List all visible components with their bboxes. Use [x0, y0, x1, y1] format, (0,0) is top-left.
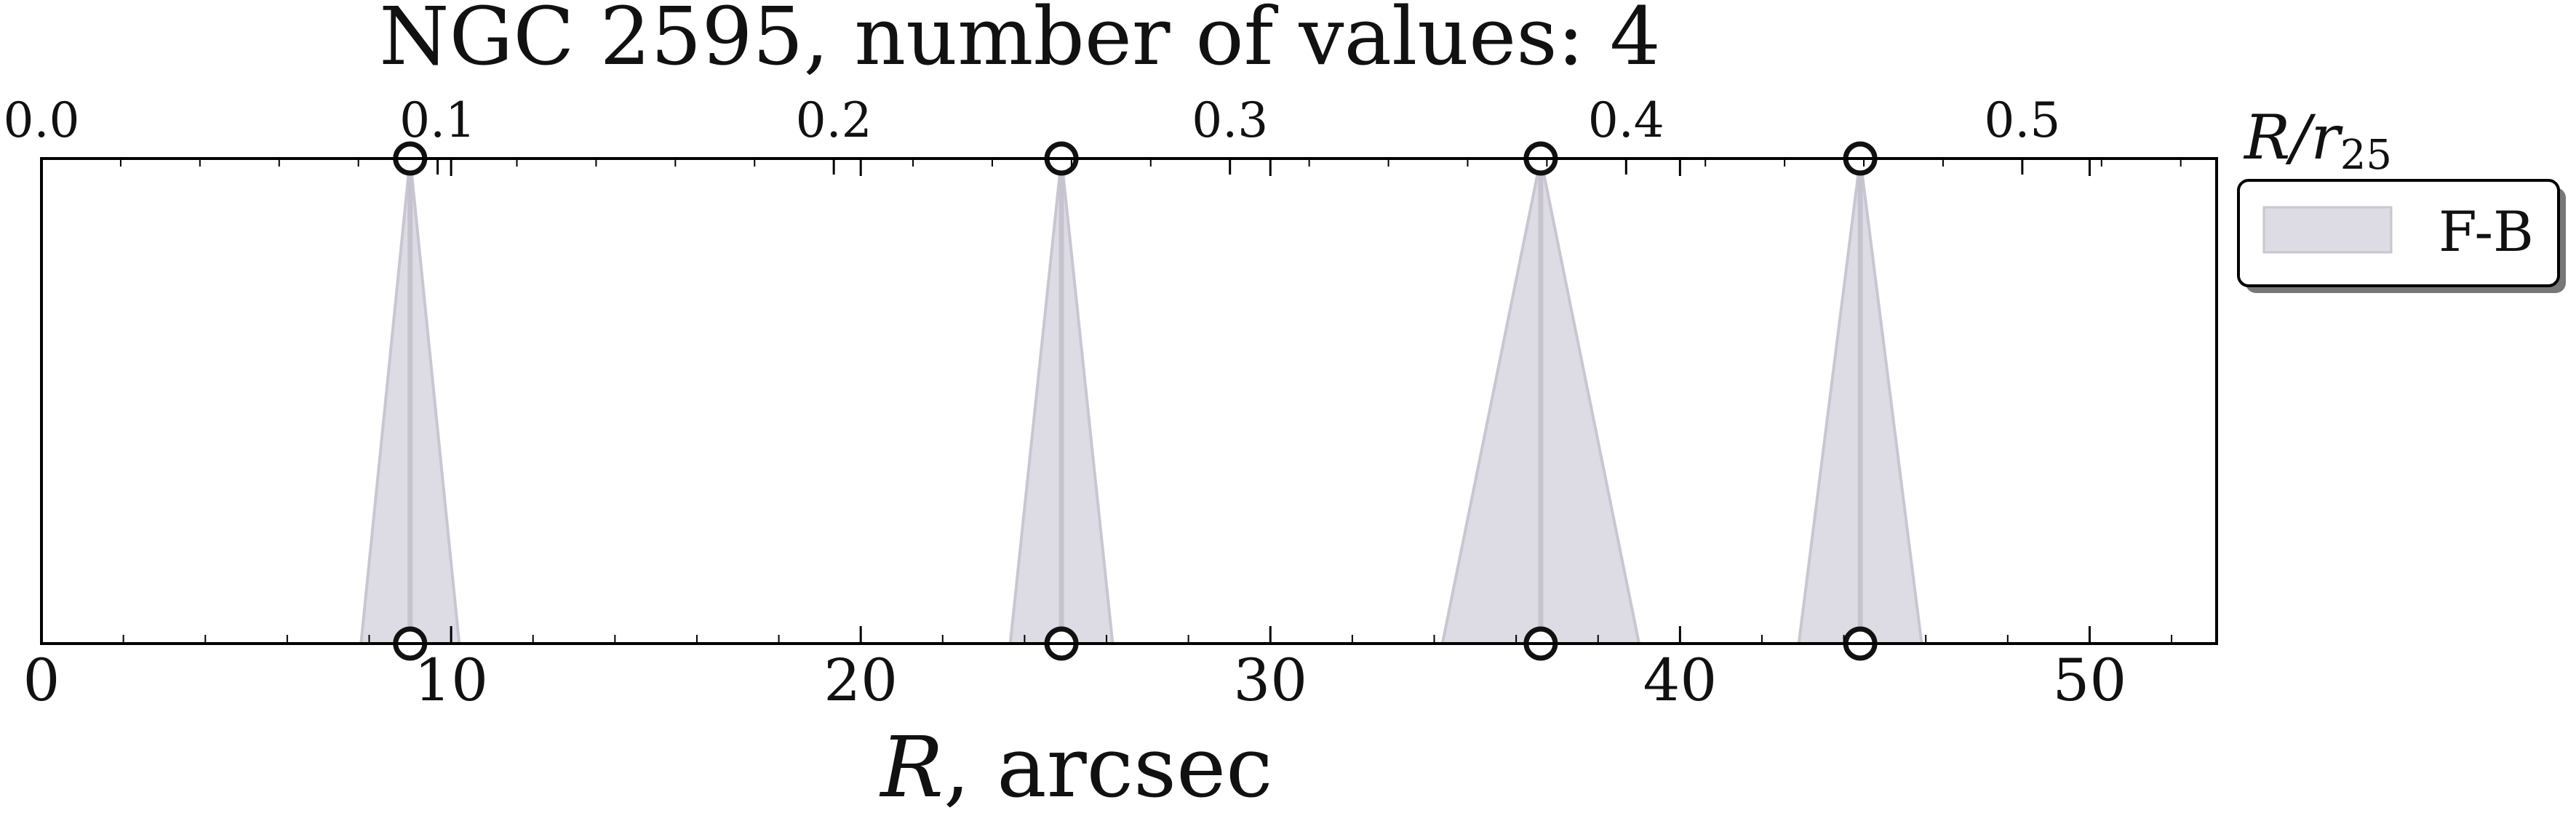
plot-frame — [40, 157, 2218, 645]
x-tick-label: 0 — [23, 646, 60, 714]
top-axis-label: R/r25 — [2243, 102, 2392, 179]
legend-swatch — [2262, 206, 2393, 254]
top-tick-label: 0.4 — [1588, 92, 1664, 148]
x-axis-ticks: 0 10 20 30 40 50 — [23, 159, 2173, 714]
x-tick-label: 40 — [1643, 646, 1717, 714]
chart-title: NGC 2595, number of values: 4 — [379, 0, 1660, 83]
x-tick-label: 30 — [1233, 646, 1307, 714]
x-tick-label: 10 — [414, 646, 488, 714]
legend-label: F-B — [2439, 199, 2534, 264]
top-tick-label: 0.0 — [4, 92, 80, 148]
top-tick-label: 0.1 — [399, 92, 476, 148]
top-tick-label: 0.2 — [796, 92, 872, 148]
top-axis-ticks: 0.0 0.1 0.2 0.3 0.4 0.5 — [4, 92, 2182, 175]
top-tick-label: 0.3 — [1192, 92, 1268, 148]
plot-marks — [359, 141, 1923, 661]
x-tick-label: 50 — [2053, 646, 2127, 714]
top-tick-label: 0.5 — [1984, 92, 2060, 148]
x-tick-label: 20 — [824, 646, 898, 714]
x-axis-label: R, arcsec — [879, 719, 1272, 817]
legend: F-B — [2237, 179, 2566, 293]
